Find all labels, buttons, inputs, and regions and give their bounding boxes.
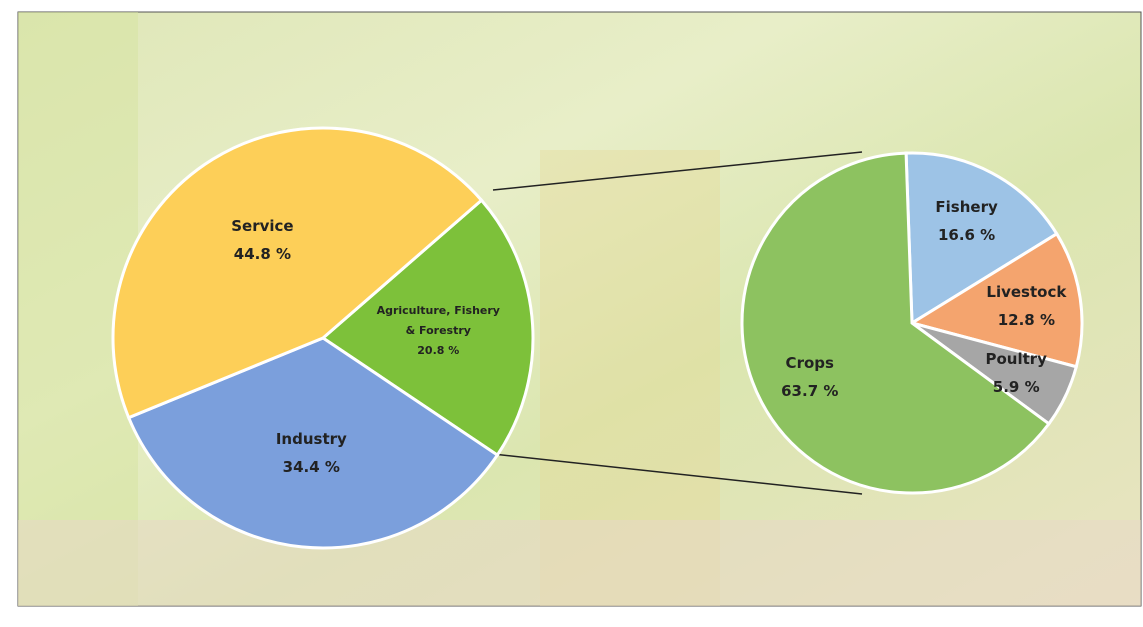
slice-label: Industry 34.4 % <box>276 425 347 481</box>
slice-name: Fishery <box>935 198 998 217</box>
slice-value: 16.6 % <box>937 226 996 245</box>
pie-slice <box>320 198 535 458</box>
connector-line <box>492 151 863 191</box>
slice-name: Livestock <box>986 283 1067 302</box>
slice-label: Crops 63.7 % <box>781 349 838 405</box>
pie-slice <box>904 151 1059 326</box>
slice-value: 5.9 % <box>992 378 1040 396</box>
slice-label: Agriculture, Fishery & Forestry 20.8 % <box>373 301 503 361</box>
slice-label: Service 44.8 % <box>231 212 293 268</box>
pie-slice <box>126 336 500 550</box>
slice-value: 20.8 % <box>417 343 460 357</box>
connector-line <box>492 453 863 495</box>
slice-name: Industry <box>275 429 347 448</box>
slice-name: Agriculture, Fishery & Forestry <box>376 303 500 337</box>
background-patch <box>18 520 1141 606</box>
slice-label: Livestock 12.8 % <box>986 278 1066 334</box>
slice-value: 34.4 % <box>282 457 340 476</box>
slice-label: Fishery 16.6 % <box>935 193 997 249</box>
pie-slice <box>111 126 484 420</box>
slice-label: Poultry 5.9 % <box>985 345 1046 401</box>
slice-value: 12.8 % <box>997 311 1055 330</box>
slice-name: Crops <box>785 353 834 372</box>
slice-name: Service <box>231 216 294 235</box>
pie-slice <box>740 151 1051 495</box>
slice-value: 44.8 % <box>233 244 292 263</box>
slice-name: Poultry <box>985 350 1047 368</box>
slice-value: 63.7 % <box>781 381 839 400</box>
